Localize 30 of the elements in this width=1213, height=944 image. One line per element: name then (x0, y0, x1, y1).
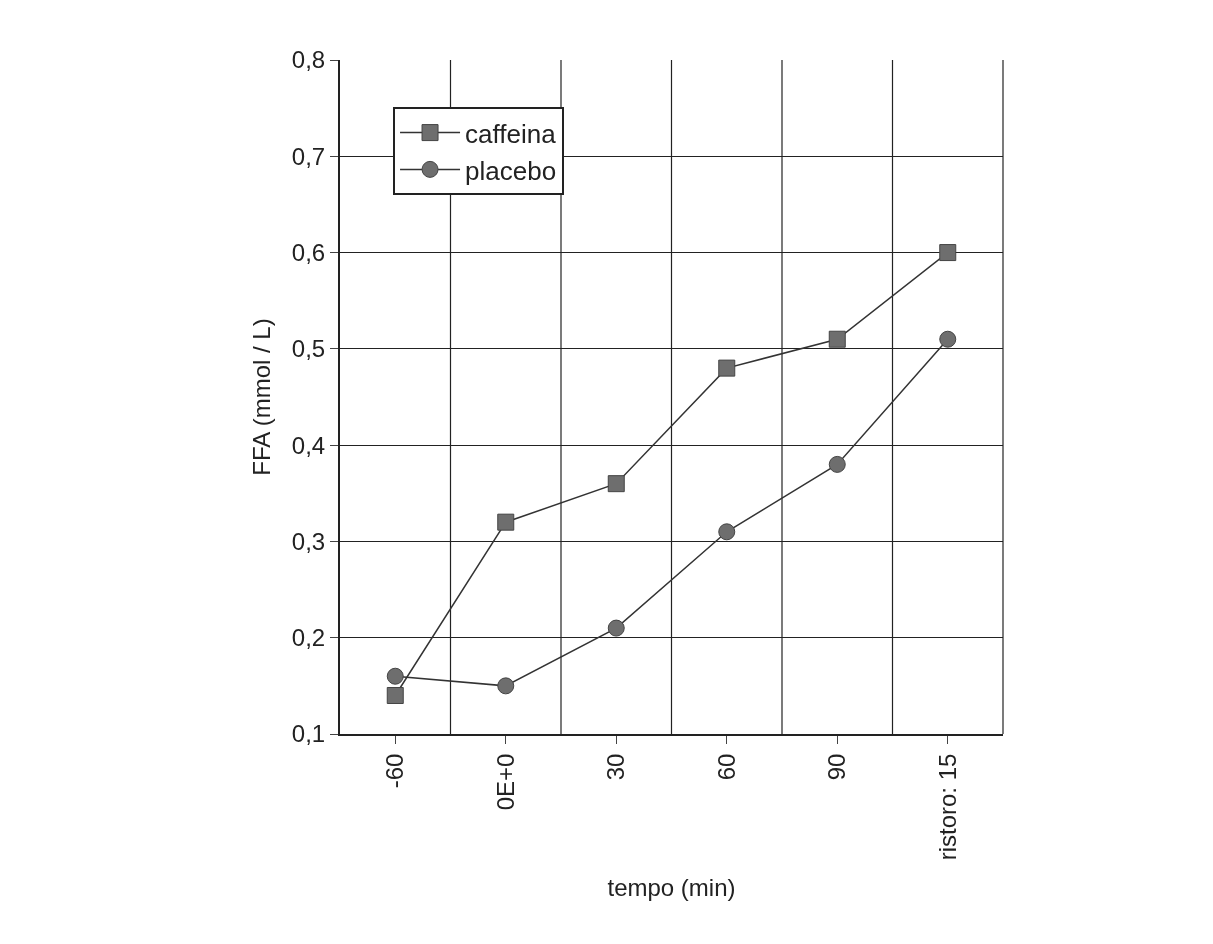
point (718, 523, 736, 541)
y-tick-label: 0,3 (291, 527, 326, 555)
y-axis-title: FFA (mmol / L) (248, 318, 276, 476)
point (828, 330, 846, 348)
point (607, 475, 625, 493)
point (497, 513, 515, 531)
y-tick-label: 0,4 (291, 431, 326, 459)
x-tick-label: 0E+0 (491, 753, 519, 811)
point (607, 619, 625, 637)
legend-label: caffeina (465, 118, 557, 149)
x-axis-title: tempo (min) (607, 874, 736, 902)
y-tick-label: 0,2 (291, 624, 326, 652)
y-tick-label: 0,8 (291, 46, 326, 74)
point (939, 330, 957, 348)
point (386, 667, 404, 685)
legend-label: placebo (465, 155, 557, 186)
x-tick-label: ristoro: 15 (933, 753, 961, 861)
point (828, 455, 846, 473)
x-tick-label: 30 (602, 753, 630, 781)
x-tick-label: 90 (823, 753, 851, 781)
y-tick-label: 0,1 (291, 720, 326, 748)
y-tick-label: 0,5 (291, 335, 326, 363)
y-tick-label: 0,7 (291, 142, 326, 170)
point (497, 677, 515, 695)
x-tick-label: 60 (712, 753, 740, 781)
point (939, 244, 957, 262)
point (718, 359, 736, 377)
x-tick-label: -60 (381, 753, 409, 789)
y-tick-label: 0,6 (291, 238, 326, 266)
point (386, 686, 404, 704)
